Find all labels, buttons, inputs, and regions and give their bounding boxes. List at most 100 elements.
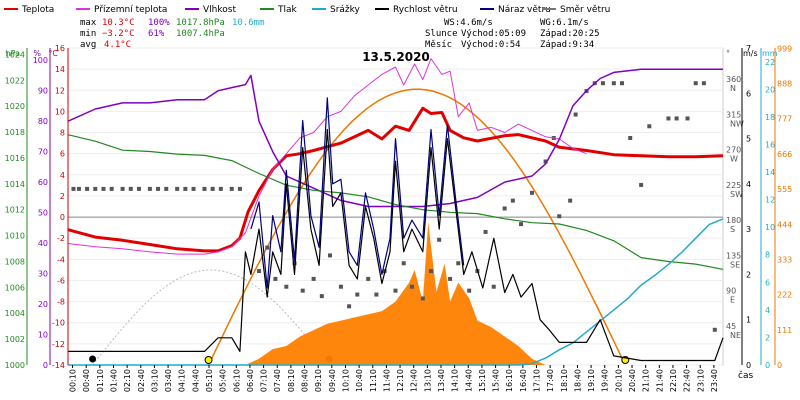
- direction-tick-cardinal: NE: [730, 331, 741, 340]
- humidity-tick-label: 100: [33, 56, 48, 65]
- temp-tick-label: -2: [57, 234, 65, 243]
- stat-sunrise: Východ:05:09: [461, 29, 526, 39]
- direction-point: [693, 81, 698, 86]
- direction-point: [409, 284, 414, 289]
- stat-max-rain: 10.6mm: [232, 18, 265, 28]
- legend-label-0: Teplota: [21, 5, 54, 15]
- radiation-tick-label: 0: [777, 361, 782, 370]
- direction-point: [292, 261, 297, 266]
- temp-tick-label: -4: [57, 255, 65, 264]
- x-tick-label: 03:40: [164, 369, 173, 392]
- rain-tick-label: 8: [765, 251, 770, 260]
- direction-point: [456, 261, 461, 266]
- x-tick-label: 08:10: [287, 369, 296, 392]
- stat-moon-label: Měsíc: [425, 40, 452, 50]
- direction-point: [666, 116, 671, 121]
- stat-moonset: Západ:9:34: [540, 40, 594, 50]
- direction-point: [420, 296, 425, 301]
- direction-tick-cardinal: SE: [730, 260, 740, 269]
- direction-tick-cardinal: NW: [730, 119, 744, 128]
- direction-tick-degree: 90: [726, 287, 736, 296]
- radiation-tick-label: 777: [777, 115, 792, 124]
- rain-axis-label: mm: [762, 49, 778, 58]
- x-tick-label: 07:10: [260, 369, 269, 392]
- direction-axis-label: °: [726, 49, 730, 58]
- radiation-tick-label: 888: [777, 80, 792, 89]
- x-tick-label: 12:40: [410, 369, 419, 392]
- x-tick-label: 17:40: [546, 369, 555, 392]
- axes: 1614121086420-2-4-6-8-10-12-14°C10090807…: [5, 44, 793, 370]
- direction-point: [639, 182, 644, 187]
- direction-point: [265, 245, 270, 250]
- x-axis-label: čas: [738, 370, 753, 381]
- x-tick-label: 23:40: [710, 369, 719, 392]
- x-tick-label: 13:40: [437, 369, 446, 392]
- pressure-axis-label: hPa: [6, 49, 21, 58]
- temp-tick-label: -6: [57, 276, 65, 285]
- pressure-tick-label: 1004: [5, 309, 25, 318]
- x-tick-label: 02:10: [123, 369, 132, 392]
- x-tick-label: 18:10: [560, 369, 569, 392]
- direction-point: [76, 186, 81, 191]
- direction-point: [120, 186, 125, 191]
- x-axis: 00:10 00:40 01:10 01:40 02:10 02:40 03:10 03:40…: [69, 365, 719, 392]
- direction-point: [483, 229, 488, 234]
- direction-point: [257, 269, 262, 274]
- humidity-tick-label: 30: [38, 270, 48, 279]
- pressure-tick-label: 1024: [5, 50, 25, 59]
- rain-tick-label: 22: [765, 58, 775, 67]
- direction-point: [128, 186, 133, 191]
- legend-label-4: Srážky: [330, 5, 361, 15]
- direction-point: [600, 81, 605, 86]
- series-line-naraz: [250, 97, 465, 289]
- stat-max-temp: 10.3°C: [102, 18, 135, 28]
- rain-tick-label: 16: [765, 140, 775, 149]
- humidity-tick-label: 60: [38, 178, 48, 187]
- direction-point: [366, 276, 371, 281]
- rain-tick-label: 20: [765, 85, 775, 94]
- temp-tick-label: 6: [60, 150, 65, 159]
- x-tick-label: 23:10: [696, 369, 705, 392]
- radiation-tick-label: 111: [777, 326, 792, 335]
- stat-sun-label: Slunce: [425, 29, 458, 39]
- direction-point: [674, 116, 679, 121]
- stats-panel: max 10.3°C 100% 1017.8hPa 10.6mm min −3.2°C 61%…: [80, 18, 600, 50]
- pressure-tick-label: 1018: [5, 128, 25, 137]
- direction-point: [237, 186, 242, 191]
- stat-avg-temp: 4.1°C: [104, 40, 131, 50]
- stat-min-press: 1007.4hPa: [176, 29, 225, 39]
- temp-tick-label: -8: [57, 298, 65, 307]
- radiation-tick-label: 666: [777, 150, 792, 159]
- direction-point: [338, 284, 343, 289]
- direction-point: [701, 81, 706, 86]
- direction-point: [319, 294, 324, 299]
- x-tick-label: 20:10: [614, 369, 623, 392]
- rain-tick-label: 6: [765, 278, 770, 287]
- direction-point: [229, 186, 234, 191]
- orange-area: [245, 222, 546, 365]
- temp-tick-label: 2: [60, 192, 65, 201]
- pressure-tick-label: 1020: [5, 102, 25, 111]
- speed-tick-label: 4: [746, 180, 751, 189]
- rain-tick-label: 2: [765, 333, 770, 342]
- x-tick-label: 01:40: [109, 369, 118, 392]
- x-tick-label: 20:40: [628, 369, 637, 392]
- x-tick-label: 09:40: [328, 369, 337, 392]
- radiation-tick-label: 999: [777, 44, 792, 53]
- direction-tick-degree: 135: [726, 251, 741, 260]
- pressure-tick-label: 1022: [5, 76, 25, 85]
- x-tick-label: 22:10: [669, 369, 678, 392]
- direction-point: [85, 186, 90, 191]
- x-tick-label: 19:40: [601, 369, 610, 392]
- direction-point: [109, 186, 114, 191]
- pressure-tick-label: 1002: [5, 335, 25, 344]
- stat-wg: WG:6.1m/s: [540, 18, 589, 28]
- legend-label-7: Směr větru: [560, 5, 610, 15]
- x-tick-label: 06:40: [246, 369, 255, 392]
- temp-tick-label: 4: [60, 171, 65, 180]
- direction-point: [519, 222, 524, 227]
- x-tick-label: 00:10: [69, 369, 78, 392]
- direction-point: [347, 304, 352, 309]
- series-line-tlak: [67, 134, 724, 270]
